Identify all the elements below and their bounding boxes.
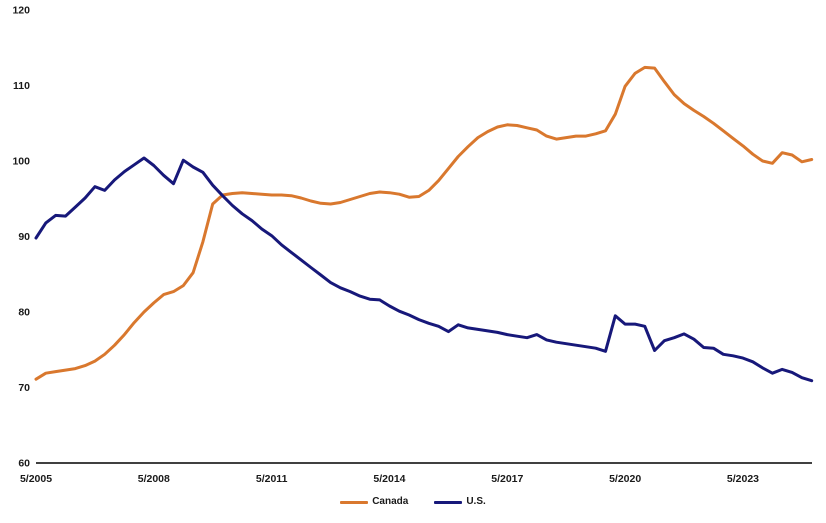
x-axis-label: 5/2014 <box>373 473 405 485</box>
y-axis-label: 90 <box>18 231 30 243</box>
y-axis-label: 60 <box>18 458 30 470</box>
x-axis-label: 5/2023 <box>727 473 759 485</box>
us-line <box>34 156 814 383</box>
legend-item-canada: Canada <box>340 497 408 507</box>
y-axis-label: 70 <box>18 382 30 394</box>
y-axis-label: 120 <box>12 5 30 17</box>
x-axis-label: 5/2020 <box>609 473 641 485</box>
us-line-swatch <box>434 500 463 504</box>
canada-line <box>34 65 814 381</box>
x-axis-label: 5/2008 <box>138 473 170 485</box>
legend: Canada U.S. <box>0 497 826 507</box>
legend-item-us: U.S. <box>434 496 486 507</box>
x-axis-label: 5/2005 <box>20 473 52 485</box>
y-axis-label: 100 <box>12 156 30 168</box>
x-axis-label: 5/2017 <box>491 473 523 485</box>
canada-line-swatch <box>340 500 369 504</box>
legend-label-canada: Canada <box>372 496 409 507</box>
x-axis-label: 5/2011 <box>256 473 288 485</box>
legend-label-us: U.S. <box>466 496 486 507</box>
y-axis-label: 80 <box>18 307 30 319</box>
y-axis-label: 110 <box>13 80 30 92</box>
